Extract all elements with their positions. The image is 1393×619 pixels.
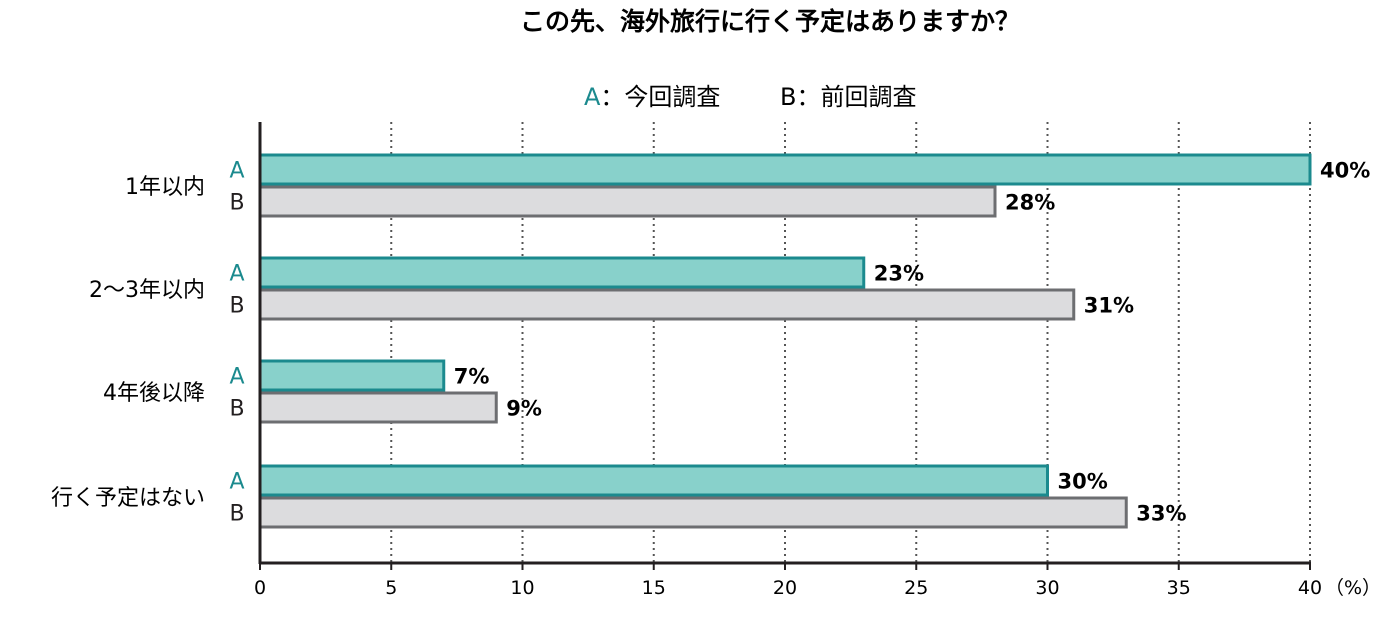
legend-sep-a: ：	[600, 83, 624, 111]
x-tick-label-35: 35	[1167, 577, 1191, 599]
series-letter-b-3: B	[229, 502, 244, 527]
bar-a-0	[258, 153, 1312, 186]
series-letter-b-1: B	[229, 294, 244, 319]
x-tick-label-0: 0	[254, 577, 266, 599]
bar-a-1	[258, 256, 866, 289]
value-label-b-3: 33%	[1136, 502, 1186, 526]
x-tick-label-30: 30	[1035, 577, 1059, 599]
x-tick-label-25: 25	[904, 577, 928, 599]
category-label-1: 2〜3年以内	[89, 278, 205, 303]
x-tick-label-40: 40	[1298, 577, 1322, 599]
legend-key-b: B	[780, 83, 796, 111]
axes	[258, 122, 1311, 570]
series-letter-a-1: A	[229, 262, 244, 287]
value-label-a-3: 30%	[1058, 470, 1108, 494]
series-letter-b-2: B	[229, 397, 244, 422]
chart-title: この先、海外旅行に行く予定はありますか？	[520, 7, 1020, 36]
x-tick-label-20: 20	[773, 577, 797, 599]
legend: A：今回調査 B：前回調査	[584, 83, 916, 111]
value-label-b-0: 28%	[1005, 191, 1055, 215]
bar-b-3	[258, 496, 1128, 529]
x-tick-label-15: 15	[642, 577, 666, 599]
series-letter-a-3: A	[229, 470, 244, 495]
bar-a-2	[258, 359, 446, 392]
x-axis-unit-label: （%）	[1325, 577, 1381, 599]
series-letter-a-0: A	[229, 159, 244, 184]
category-label-3: 行く予定はない	[51, 486, 205, 511]
x-tick-label-5: 5	[385, 577, 397, 599]
bar-b-2	[258, 391, 498, 424]
legend-label-b: 前回調査	[820, 83, 916, 111]
legend-label-a: 今回調査	[624, 83, 720, 111]
labels: 0 5 10 15 20 25 30 35 40 A 40% B 28% 1年以内 A 23% B 31% 2〜3年…	[51, 159, 1370, 600]
category-label-0: 1年以内	[125, 175, 205, 200]
value-label-a-0: 40%	[1320, 159, 1370, 183]
series-letter-b-0: B	[229, 191, 244, 216]
legend-item-a: A：今回調査	[584, 83, 720, 111]
value-label-b-1: 31%	[1084, 294, 1134, 318]
legend-key-a: A	[584, 83, 601, 111]
legend-item-b: B：前回調査	[780, 83, 916, 111]
value-label-b-2: 9%	[506, 397, 542, 421]
x-tick-label-10: 10	[510, 577, 534, 599]
legend-sep-b: ：	[796, 83, 820, 111]
value-label-a-1: 23%	[874, 262, 924, 286]
bar-b-1	[258, 288, 1076, 321]
value-label-a-2: 7%	[454, 365, 490, 389]
bar-b-0	[258, 185, 997, 218]
bar-a-3	[258, 464, 1049, 497]
bars	[258, 153, 1312, 529]
series-letter-a-2: A	[229, 365, 244, 390]
category-label-2: 4年後以降	[103, 381, 205, 406]
